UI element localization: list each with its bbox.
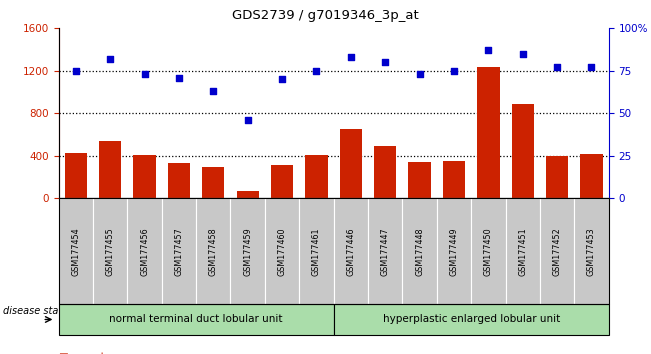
Text: GSM177460: GSM177460 [277,227,286,276]
Bar [236,191,259,198]
Point [587,64,597,70]
Text: GSM177450: GSM177450 [484,227,493,276]
Point [70,68,81,74]
Text: ■  count: ■ count [59,352,104,354]
Text: GSM177449: GSM177449 [449,227,458,276]
Bar [340,129,362,198]
Text: GSM177447: GSM177447 [381,227,390,276]
Point [208,88,219,94]
Text: GDS2739 / g7019346_3p_at: GDS2739 / g7019346_3p_at [232,9,419,22]
Bar [408,162,431,198]
Text: GSM177448: GSM177448 [415,227,424,276]
Text: GSM177454: GSM177454 [71,227,80,276]
Text: GSM177452: GSM177452 [553,227,562,276]
Bar [546,156,568,198]
Point [449,68,459,74]
Point [311,68,322,74]
Text: GSM177446: GSM177446 [346,227,355,276]
Text: disease state: disease state [3,306,68,316]
Text: GSM177451: GSM177451 [518,227,527,276]
Point [277,76,287,82]
Text: hyperplastic enlarged lobular unit: hyperplastic enlarged lobular unit [383,314,560,325]
Text: GSM177457: GSM177457 [174,227,184,276]
Bar [443,161,465,198]
Point [346,55,356,60]
Point [552,64,562,70]
Text: GSM177461: GSM177461 [312,227,321,276]
Point [105,56,115,62]
Bar [99,141,121,198]
Bar [64,153,87,198]
Text: GSM177455: GSM177455 [105,227,115,276]
Point [174,75,184,80]
Bar [305,155,327,198]
Bar [580,154,603,198]
Bar [374,146,396,198]
Text: GSM177458: GSM177458 [209,227,218,276]
Bar [133,155,156,198]
Point [242,117,253,123]
Text: GSM177459: GSM177459 [243,227,252,276]
Point [415,72,425,77]
Point [518,51,528,57]
Bar [168,163,190,198]
Text: normal terminal duct lobular unit: normal terminal duct lobular unit [109,314,283,325]
Bar [512,104,534,198]
Point [380,59,391,65]
Point [483,47,493,53]
Bar [202,167,225,198]
Point [139,72,150,77]
Bar [477,67,499,198]
Text: GSM177456: GSM177456 [140,227,149,276]
Bar [271,165,293,198]
Text: GSM177453: GSM177453 [587,227,596,276]
